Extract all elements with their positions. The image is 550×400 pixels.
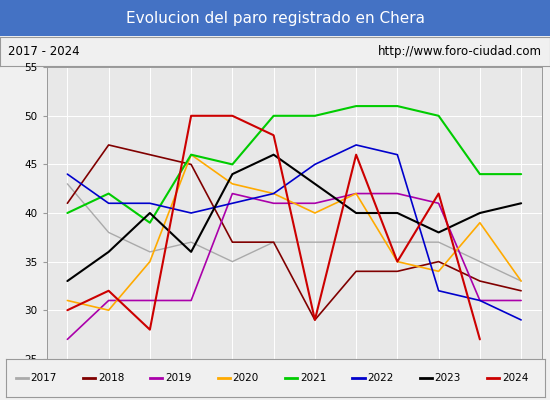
- Text: 2023: 2023: [434, 373, 461, 383]
- Text: 2021: 2021: [300, 373, 326, 383]
- Text: 2024: 2024: [502, 373, 529, 383]
- Text: 2019: 2019: [165, 373, 191, 383]
- Text: 2017 - 2024: 2017 - 2024: [8, 45, 80, 58]
- Text: 2020: 2020: [233, 373, 259, 383]
- Text: http://www.foro-ciudad.com: http://www.foro-ciudad.com: [378, 45, 542, 58]
- Text: 2022: 2022: [367, 373, 394, 383]
- Text: Evolucion del paro registrado en Chera: Evolucion del paro registrado en Chera: [125, 10, 425, 26]
- Text: 2018: 2018: [98, 373, 124, 383]
- Text: 2017: 2017: [30, 373, 57, 383]
